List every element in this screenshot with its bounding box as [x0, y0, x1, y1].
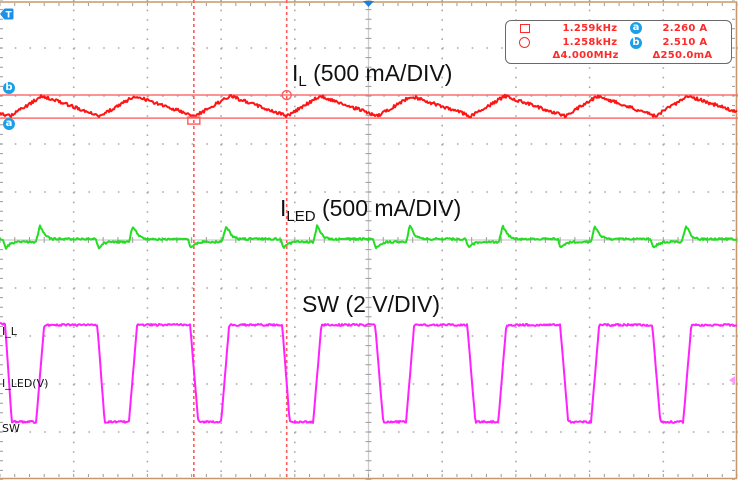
- cursor-b-value: 2.510 A: [662, 36, 708, 48]
- square-cursor-marker[interactable]: [187, 116, 201, 125]
- trace-title-il: IL (500 mA/DIV): [292, 60, 453, 90]
- trigger-level-marker[interactable]: [729, 376, 735, 385]
- circle-cursor-icon: [519, 36, 530, 48]
- channel-label-sw: SW: [2, 421, 20, 435]
- cursor-a-badge[interactable]: a: [3, 118, 15, 130]
- trigger-icon-label: T: [6, 11, 13, 20]
- cursor-b-badge[interactable]: b: [3, 81, 15, 94]
- channel-label-iled: I_LED(V): [2, 376, 49, 390]
- trace-title-il-scale: (500 mA/DIV): [306, 60, 453, 86]
- trace-title-iled-sub: LED: [286, 208, 316, 225]
- trace-title-iled: ILED (500 mA/DIV): [280, 195, 462, 225]
- cursor-markers: [187, 1, 735, 385]
- trace-iled: [0, 224, 738, 250]
- delta-frequency: Δ4.000MHz: [552, 50, 619, 61]
- trigger-position-icon[interactable]: T: [0, 8, 14, 20]
- square-cursor-icon: [519, 23, 530, 33]
- cursor-1-frequency: 1.259kHz: [562, 22, 618, 34]
- trace-title-il-main: I: [292, 60, 299, 86]
- cursor-a-badge-readout: a: [630, 21, 642, 34]
- cursor-measurement-box: 1.259kHz a 2.260 A 1.258kHz b 2.510 A Δ4…: [505, 20, 732, 64]
- trigger-position-marker[interactable]: [363, 1, 374, 7]
- traces: [0, 93, 738, 424]
- trace-title-iled-scale: (500 mA/DIV): [315, 195, 462, 221]
- circle-cursor-marker[interactable]: [281, 89, 292, 101]
- trace-title-iled-main: I: [280, 195, 287, 221]
- trace-title-il-sub: L: [298, 73, 307, 90]
- cursor-b-badge-readout: b: [630, 36, 642, 49]
- channel-label-il: I_L: [2, 324, 17, 338]
- trigger-icon-shape: [0, 8, 14, 20]
- trace-title-sw: SW (2 V/DIV): [302, 291, 441, 317]
- delta-value: Δ250.0mA: [652, 50, 713, 61]
- cursor-a-value: 2.260 A: [662, 22, 708, 34]
- trace-il: [0, 93, 738, 119]
- trace-sw: [0, 321, 738, 424]
- cursor-2-frequency: 1.258kHz: [562, 36, 618, 48]
